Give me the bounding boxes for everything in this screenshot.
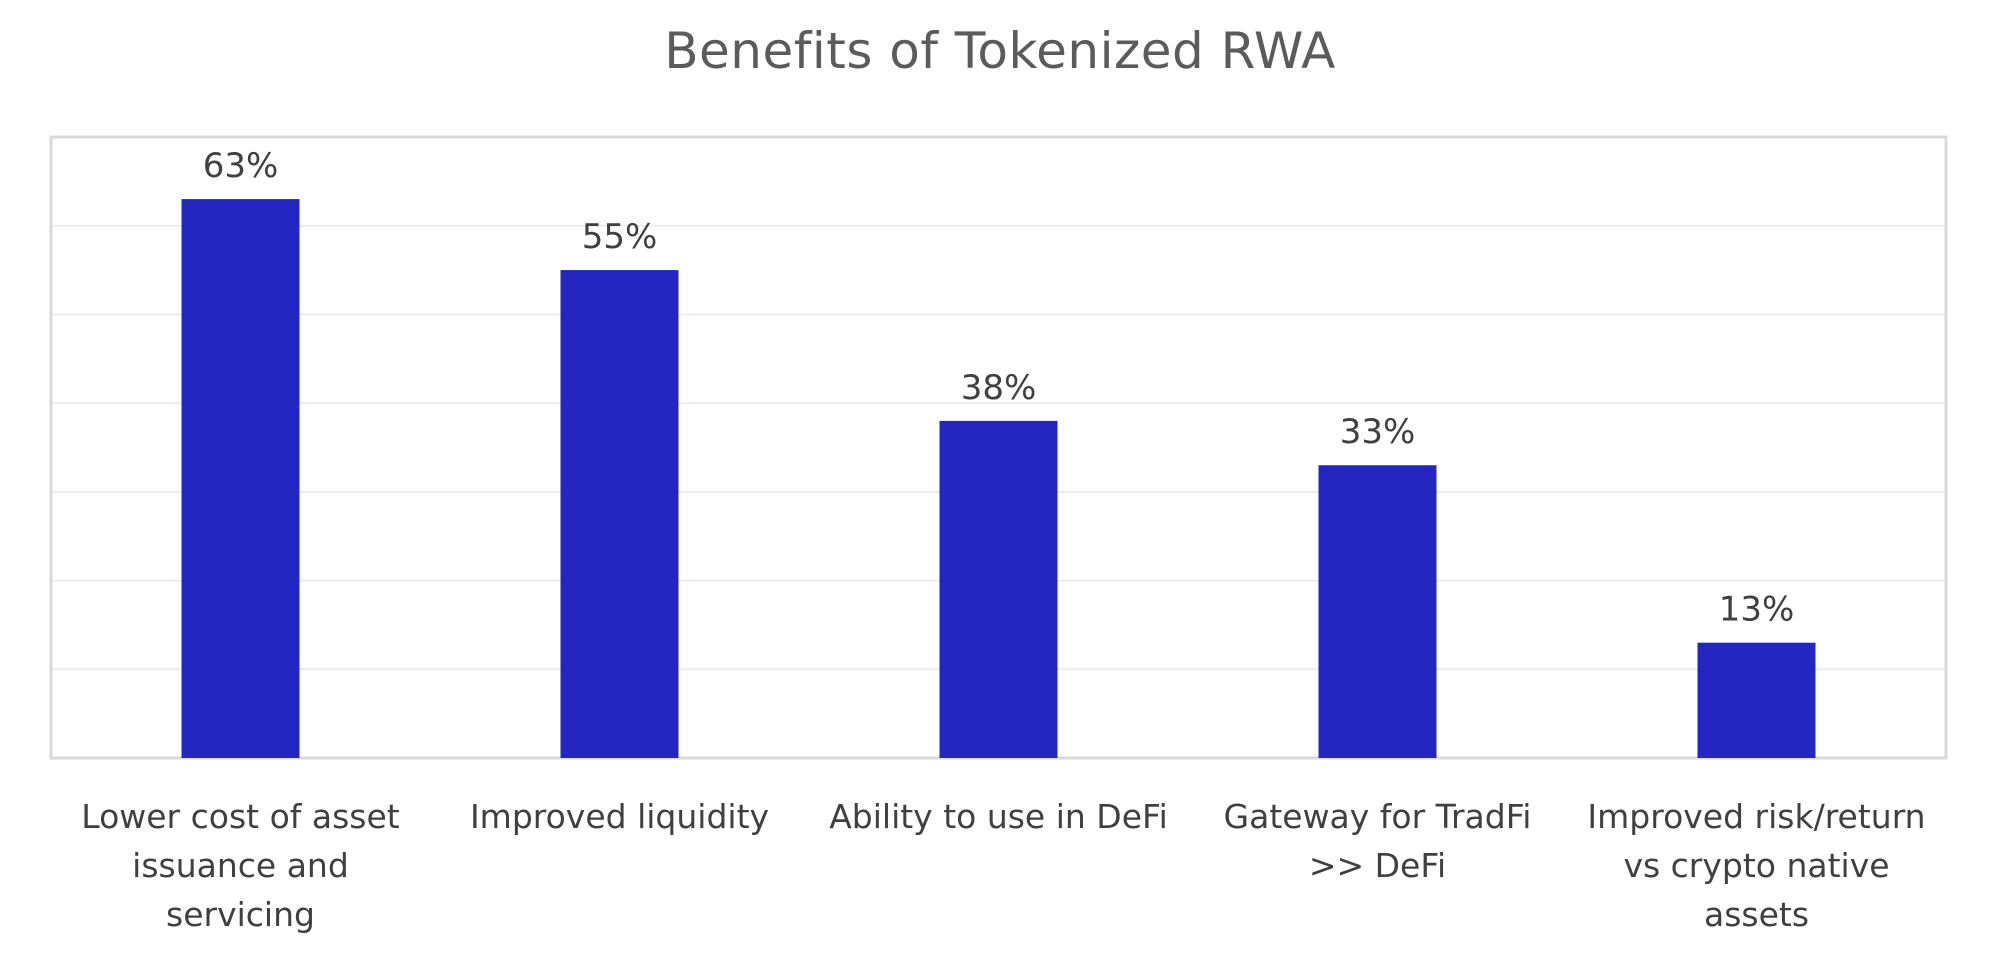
bar bbox=[181, 199, 300, 759]
category-label: Improved risk/return bbox=[1587, 797, 1925, 836]
category-label: Lower cost of asset bbox=[81, 797, 400, 836]
bar bbox=[1697, 642, 1816, 758]
category-label: assets bbox=[1704, 895, 1809, 934]
chart-title: Benefits of Tokenized RWA bbox=[664, 22, 1336, 80]
category-label: issuance and bbox=[132, 846, 349, 885]
bar bbox=[560, 270, 679, 758]
category-label: >> DeFi bbox=[1309, 846, 1446, 885]
data-label: 38% bbox=[961, 368, 1037, 408]
category-label: servicing bbox=[166, 895, 315, 934]
category-label: vs crypto native bbox=[1623, 846, 1889, 885]
bar bbox=[939, 420, 1058, 758]
data-label: 63% bbox=[203, 146, 279, 186]
data-label: 13% bbox=[1719, 590, 1795, 630]
category-label: Improved liquidity bbox=[470, 797, 769, 836]
bar bbox=[1318, 465, 1437, 758]
data-label: 55% bbox=[582, 217, 658, 257]
category-label: Ability to use in DeFi bbox=[829, 797, 1168, 836]
data-label: 33% bbox=[1340, 412, 1416, 452]
category-label: Gateway for TradFi bbox=[1224, 797, 1532, 836]
